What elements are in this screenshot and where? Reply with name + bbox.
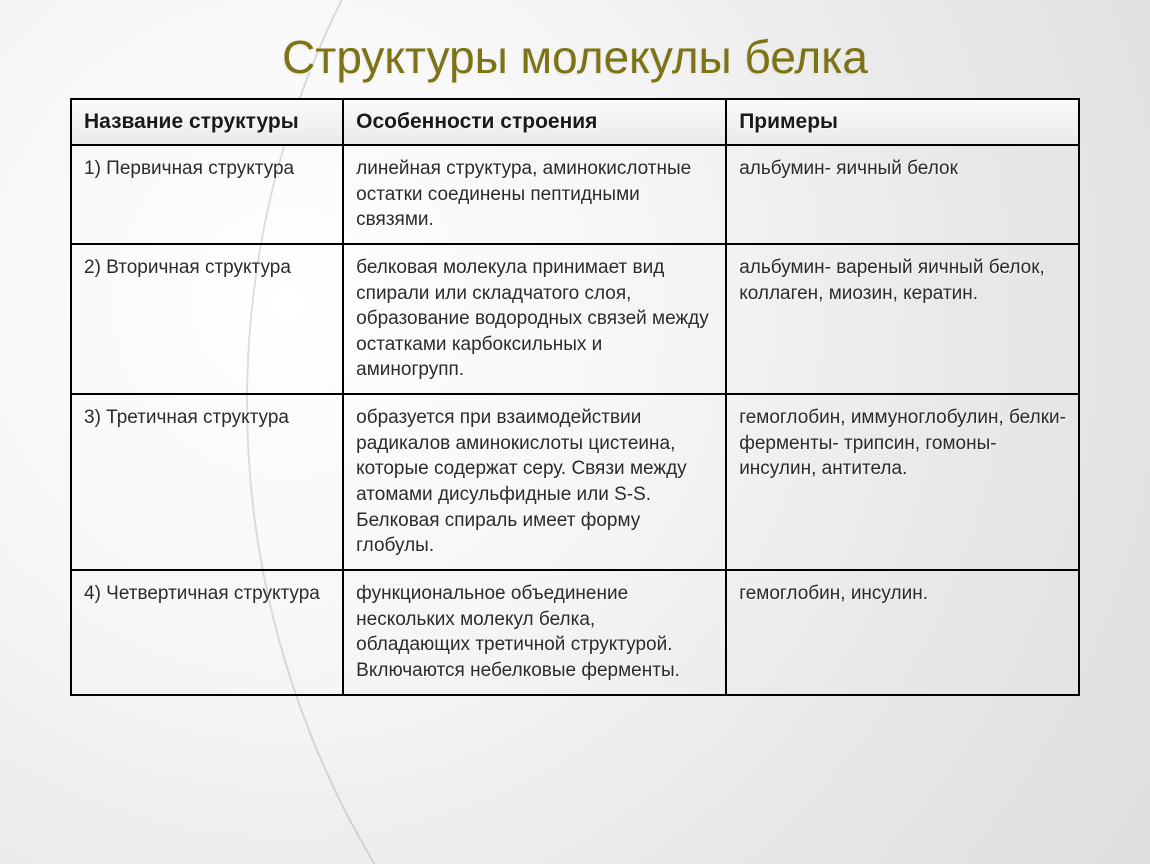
- cell-features: белковая молекула принимает вид спирали …: [343, 244, 726, 394]
- table-row: 3) Третичная структура образуется при вз…: [71, 394, 1079, 570]
- col-header-name: Название структуры: [71, 99, 343, 145]
- col-header-examples: Примеры: [726, 99, 1079, 145]
- cell-examples: гемоглобин, иммуноглобулин, белки-фермен…: [726, 394, 1079, 570]
- table-row: 1) Первичная структура линейная структур…: [71, 145, 1079, 244]
- table-header-row: Название структуры Особенности строения …: [71, 99, 1079, 145]
- cell-examples: гемоглобин, инсулин.: [726, 570, 1079, 695]
- cell-name: 1) Первичная структура: [71, 145, 343, 244]
- cell-features: линейная структура, аминокислотные остат…: [343, 145, 726, 244]
- slide-title: Структуры молекулы белка: [70, 30, 1080, 84]
- cell-features: функциональное объединение нескольких мо…: [343, 570, 726, 695]
- cell-name: 3) Третичная структура: [71, 394, 343, 570]
- cell-name: 2) Вторичная структура: [71, 244, 343, 394]
- cell-features: образуется при взаимодействии радикалов …: [343, 394, 726, 570]
- cell-examples: альбумин- яичный белок: [726, 145, 1079, 244]
- slide: Структуры молекулы белка Название структ…: [0, 0, 1150, 736]
- protein-structure-table: Название структуры Особенности строения …: [70, 98, 1080, 696]
- table-row: 4) Четвертичная структура функциональное…: [71, 570, 1079, 695]
- cell-name: 4) Четвертичная структура: [71, 570, 343, 695]
- cell-examples: альбумин- вареный яичный белок, коллаген…: [726, 244, 1079, 394]
- col-header-features: Особенности строения: [343, 99, 726, 145]
- table-row: 2) Вторичная структура белковая молекула…: [71, 244, 1079, 394]
